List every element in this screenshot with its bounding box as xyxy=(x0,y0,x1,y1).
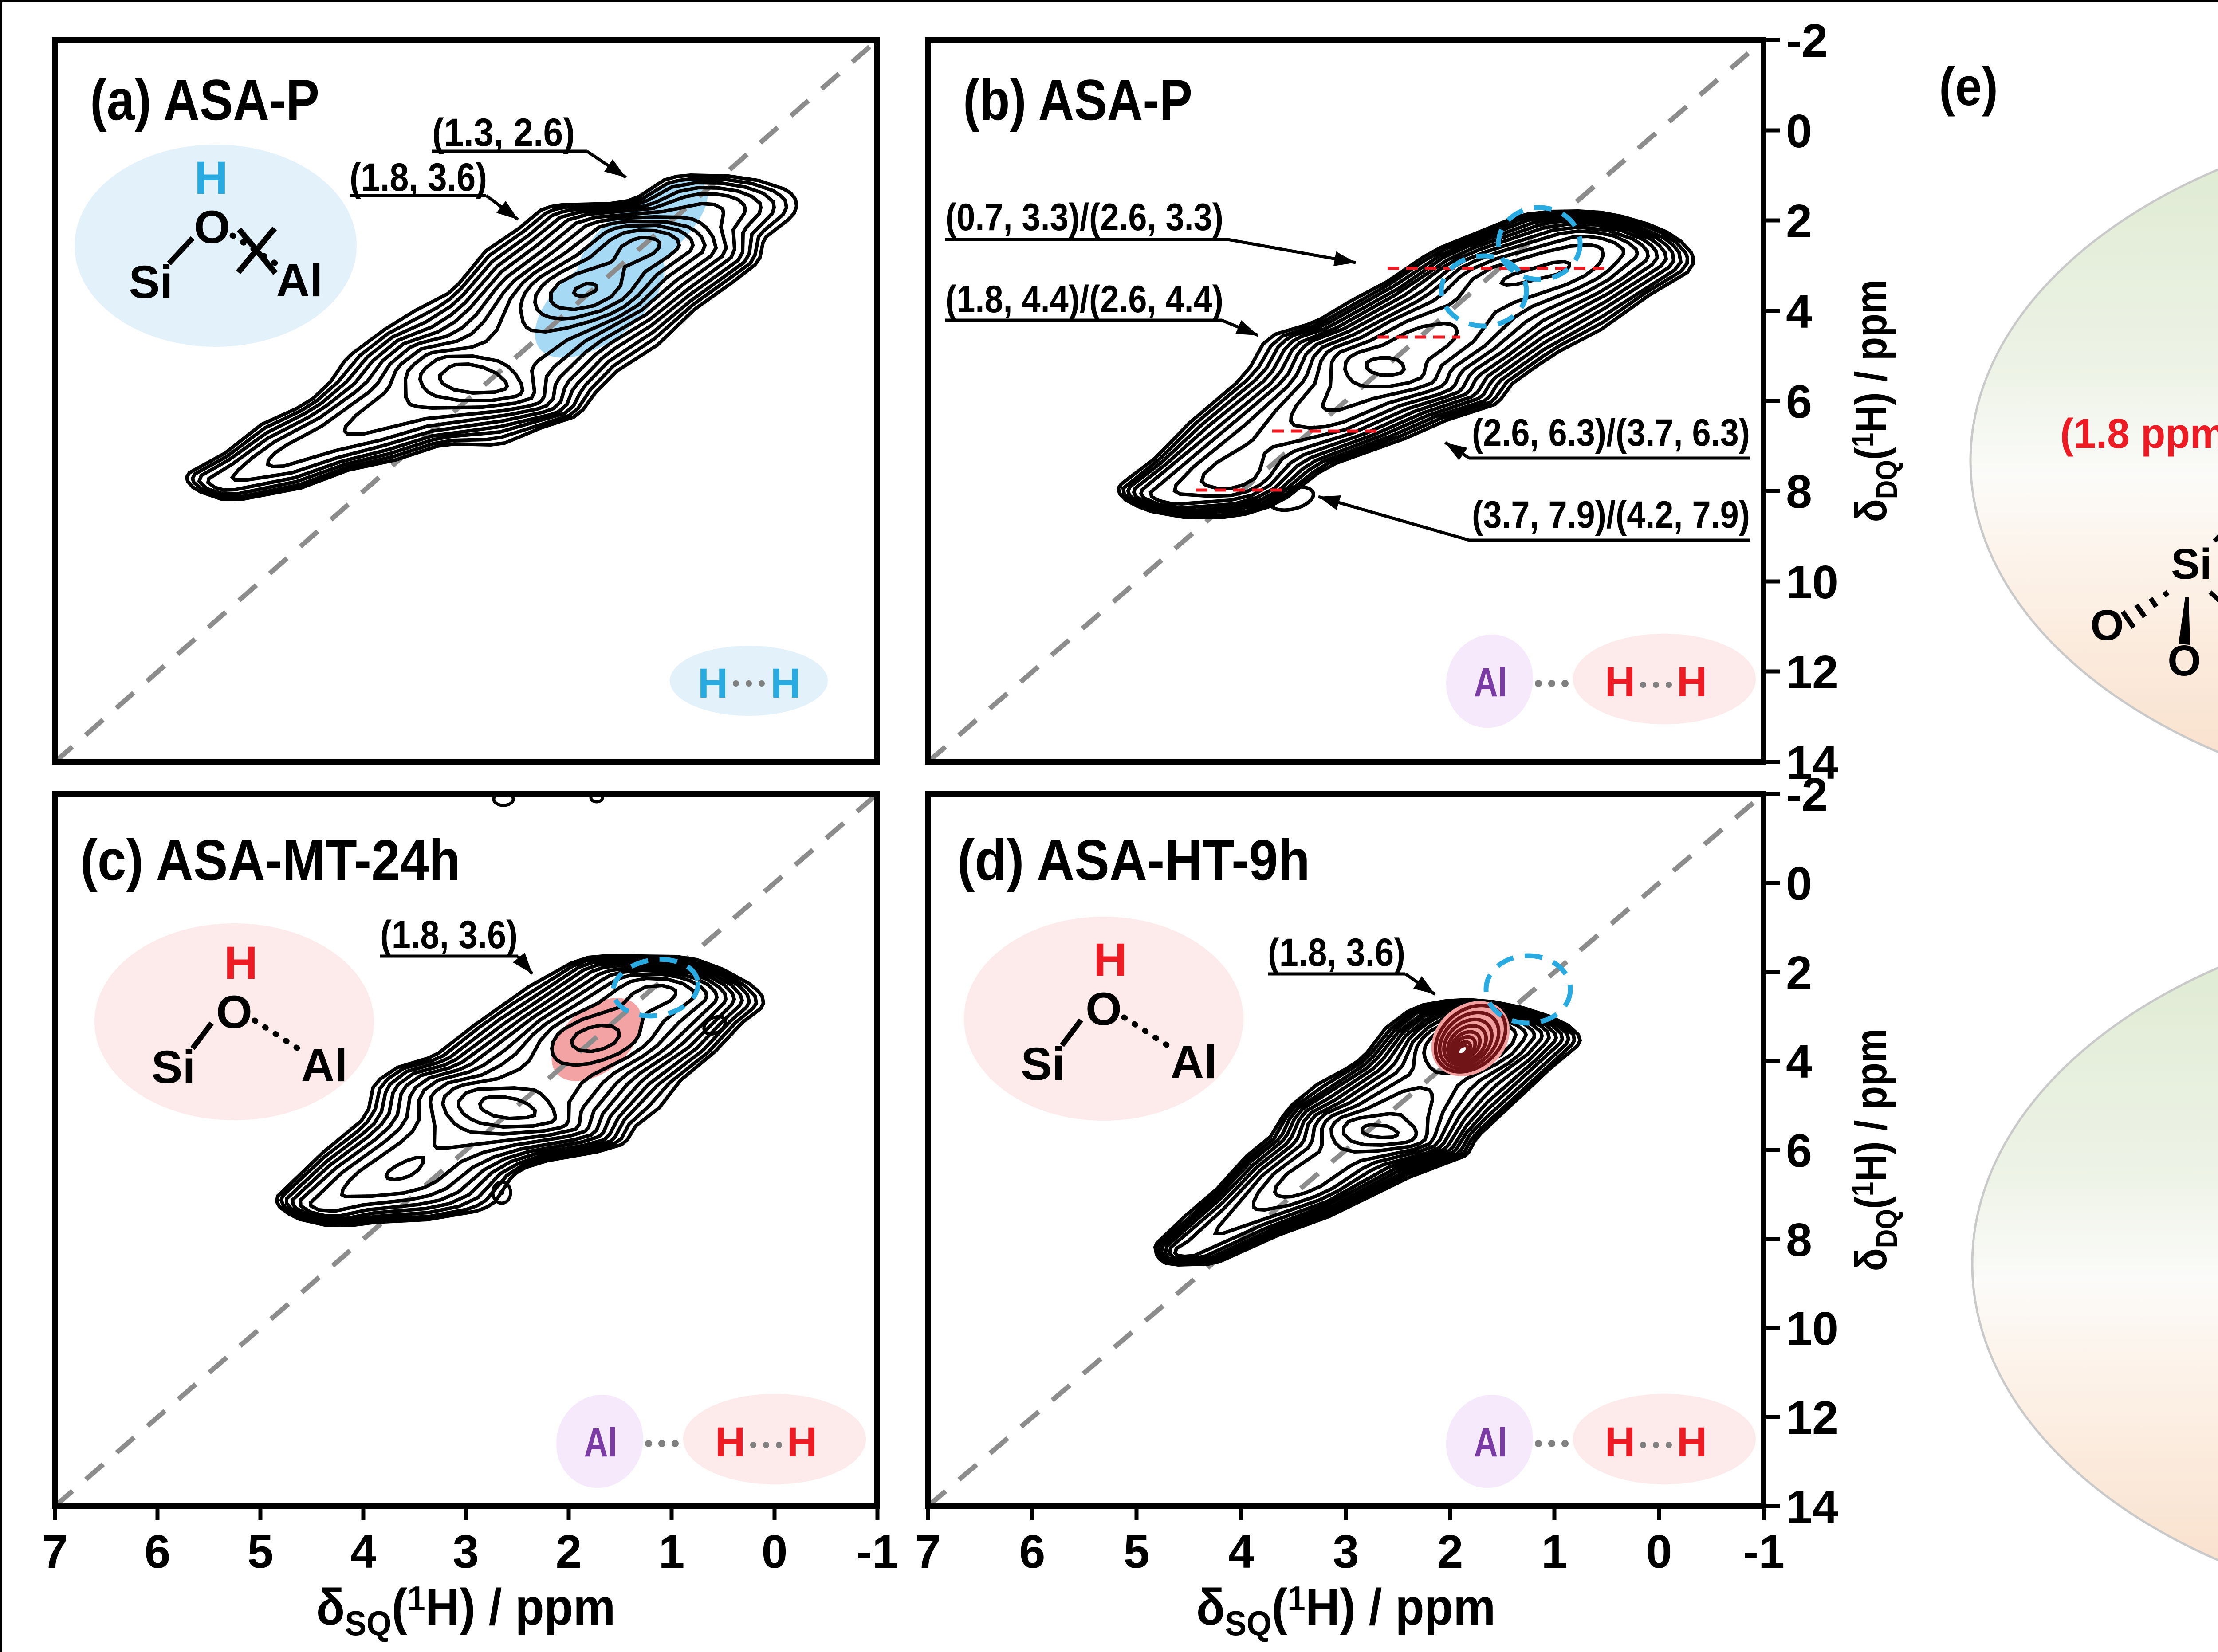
svg-text:3: 3 xyxy=(1333,1526,1359,1578)
svg-text:-2: -2 xyxy=(1786,769,1828,821)
svg-text:H: H xyxy=(787,1419,818,1466)
svg-text:-2: -2 xyxy=(1786,15,1828,67)
svg-text:H: H xyxy=(1605,659,1636,706)
svg-text:H: H xyxy=(715,1419,746,1466)
svg-text:0: 0 xyxy=(1786,105,1812,157)
svg-text:Al: Al xyxy=(1474,1420,1507,1465)
svg-text:Al: Al xyxy=(584,1420,617,1465)
svg-text:6: 6 xyxy=(1786,376,1812,428)
svg-text:8: 8 xyxy=(1786,466,1812,518)
svg-text:14: 14 xyxy=(1786,1481,1838,1533)
svg-text:5: 5 xyxy=(248,1526,274,1578)
svg-text:Si: Si xyxy=(129,256,173,308)
svg-text:4: 4 xyxy=(350,1526,377,1578)
svg-text:(1.8, 3.6): (1.8, 3.6) xyxy=(350,155,487,199)
svg-text:5: 5 xyxy=(1124,1526,1150,1578)
svg-text:14: 14 xyxy=(1786,737,1838,789)
svg-text:0: 0 xyxy=(1786,858,1812,910)
svg-text:3: 3 xyxy=(453,1526,479,1578)
svg-text:4: 4 xyxy=(1786,286,1812,338)
svg-text:6: 6 xyxy=(1786,1125,1812,1177)
svg-text:Al: Al xyxy=(1474,660,1507,705)
svg-text:12: 12 xyxy=(1786,1392,1838,1444)
svg-text:H: H xyxy=(698,660,728,707)
svg-text:O: O xyxy=(2167,636,2201,685)
svg-text:(1.8, 3.6): (1.8, 3.6) xyxy=(380,912,518,957)
svg-text:0: 0 xyxy=(762,1526,788,1578)
svg-text:O: O xyxy=(1085,983,1122,1035)
svg-text:(2.6, 6.3)/(3.7, 6.3): (2.6, 6.3)/(3.7, 6.3) xyxy=(1472,412,1750,454)
svg-text:(1.8, 4.4)/(2.6, 4.4): (1.8, 4.4)/(2.6, 4.4) xyxy=(945,278,1223,321)
svg-text:(1.3, 2.6): (1.3, 2.6) xyxy=(432,110,575,154)
svg-text:(1.8 ppm): (1.8 ppm) xyxy=(2060,410,2218,457)
svg-text:10: 10 xyxy=(1786,556,1838,608)
svg-text:Al: Al xyxy=(1171,1036,1217,1088)
svg-text:1: 1 xyxy=(1542,1526,1568,1578)
svg-text:0: 0 xyxy=(1646,1526,1672,1578)
svg-text:(d) ASA-HT-9h: (d) ASA-HT-9h xyxy=(957,828,1310,892)
svg-text:-1: -1 xyxy=(1743,1526,1785,1578)
svg-text:8: 8 xyxy=(1786,1214,1812,1266)
svg-text:7: 7 xyxy=(915,1526,941,1578)
svg-text:H: H xyxy=(194,152,228,204)
svg-text:H: H xyxy=(224,937,258,989)
svg-text:10: 10 xyxy=(1786,1303,1838,1355)
svg-text:6: 6 xyxy=(1019,1526,1046,1578)
svg-text:2: 2 xyxy=(1786,195,1812,247)
svg-text:2: 2 xyxy=(556,1526,582,1578)
svg-text:H: H xyxy=(1677,659,1707,706)
svg-text:O: O xyxy=(216,986,252,1038)
svg-text:δSQ(1H) / ppm: δSQ(1H) / ppm xyxy=(316,1579,616,1643)
svg-text:4: 4 xyxy=(1786,1036,1812,1088)
svg-text:Al: Al xyxy=(276,255,323,306)
svg-text:Si: Si xyxy=(151,1041,195,1093)
svg-text:4: 4 xyxy=(1228,1526,1255,1578)
svg-text:Si: Si xyxy=(2171,540,2212,588)
svg-text:O: O xyxy=(194,201,230,253)
svg-text:(3.7, 7.9)/(4.2, 7.9): (3.7, 7.9)/(4.2, 7.9) xyxy=(1472,494,1750,536)
svg-text:H: H xyxy=(1605,1419,1636,1466)
svg-text:H: H xyxy=(1093,934,1127,986)
svg-text:(0.7, 3.3)/(2.6, 3.3): (0.7, 3.3)/(2.6, 3.3) xyxy=(945,196,1223,239)
svg-text:(a) ASA-P: (a) ASA-P xyxy=(90,67,319,132)
svg-text:H: H xyxy=(1677,1419,1707,1466)
svg-text:(e): (e) xyxy=(1939,56,1998,117)
svg-text:H: H xyxy=(771,660,801,707)
svg-text:6: 6 xyxy=(145,1526,171,1578)
svg-text:O: O xyxy=(2090,601,2124,649)
svg-text:1: 1 xyxy=(659,1526,685,1578)
svg-text:(b) ASA-P: (b) ASA-P xyxy=(963,67,1192,132)
svg-text:-1: -1 xyxy=(857,1526,898,1578)
svg-text:2: 2 xyxy=(1437,1526,1463,1578)
svg-text:2: 2 xyxy=(1786,947,1812,999)
svg-text:12: 12 xyxy=(1786,646,1838,698)
svg-text:Si: Si xyxy=(1021,1038,1065,1090)
svg-text:(c) ASA-MT-24h: (c) ASA-MT-24h xyxy=(80,828,460,892)
svg-text:7: 7 xyxy=(42,1526,68,1578)
svg-text:Al: Al xyxy=(301,1040,348,1091)
svg-text:(1.8, 3.6): (1.8, 3.6) xyxy=(1268,930,1405,974)
